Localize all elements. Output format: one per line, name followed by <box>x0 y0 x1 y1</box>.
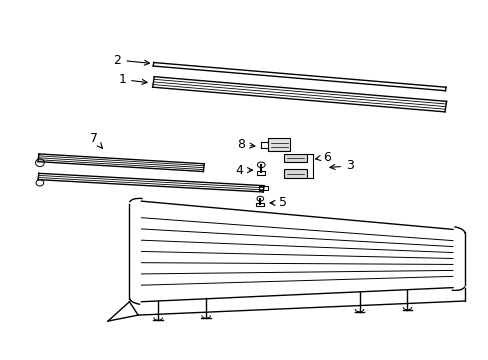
Bar <box>256 203 264 207</box>
Bar <box>284 170 306 178</box>
Text: 6: 6 <box>315 150 330 163</box>
Text: 7: 7 <box>89 132 102 148</box>
Text: 2: 2 <box>113 54 149 67</box>
Text: 1: 1 <box>118 73 147 86</box>
Text: 8: 8 <box>237 138 254 151</box>
Text: 5: 5 <box>269 197 286 210</box>
Text: 3: 3 <box>329 159 353 172</box>
Bar <box>268 138 289 151</box>
Bar <box>257 171 264 175</box>
Text: 4: 4 <box>235 164 252 177</box>
Bar <box>284 154 306 162</box>
Bar <box>258 186 267 190</box>
